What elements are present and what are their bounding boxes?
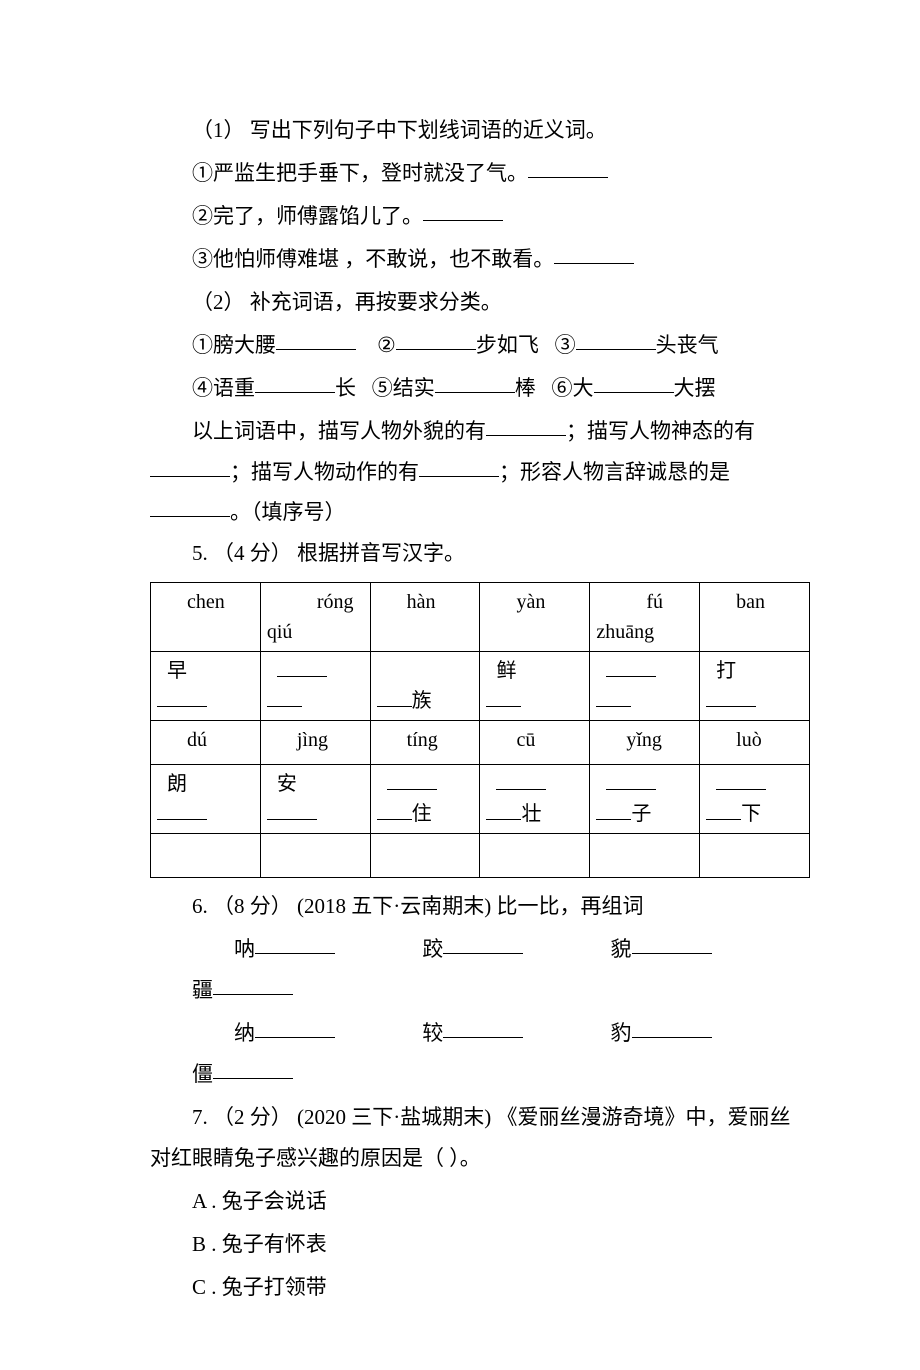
- q2-i2-post: 步如飞: [476, 333, 539, 357]
- pinyin-cell: ban: [700, 583, 810, 652]
- answer-blank[interactable]: [419, 453, 499, 476]
- answer-blank[interactable]: [213, 1056, 293, 1079]
- answer-blank[interactable]: [554, 241, 634, 264]
- table-row: [151, 834, 810, 878]
- q2-i4-post: 长: [335, 376, 356, 400]
- answer-blank[interactable]: [632, 931, 712, 954]
- q6-char: 貌: [611, 937, 632, 961]
- q6-char: 呐: [234, 937, 255, 961]
- pinyin-cell: luò: [700, 721, 810, 765]
- char-cell[interactable]: 子: [590, 765, 700, 834]
- q7-option-a[interactable]: A . 兔子会说话: [150, 1181, 810, 1222]
- table-row: 朗 安 住 壮 子 下: [151, 765, 810, 834]
- char-cell[interactable]: [590, 652, 700, 721]
- pinyin-table: chen róng qiú hàn yàn fú zhuāng ban 早 族 …: [150, 582, 810, 878]
- empty-cell: [151, 834, 261, 878]
- answer-blank[interactable]: [255, 1015, 335, 1038]
- q1-item-3-text: ③他怕师傅难堪 ，不敢说，也不敢看。: [192, 247, 554, 271]
- pinyin-cell: cū: [480, 721, 590, 765]
- pinyin-cell: yǐng: [590, 721, 700, 765]
- char-cell[interactable]: 鲜: [480, 652, 590, 721]
- answer-blank[interactable]: [528, 155, 608, 178]
- answer-blank[interactable]: [213, 972, 293, 995]
- q1-item-3: ③他怕师傅难堪 ，不敢说，也不敢看。: [150, 239, 810, 280]
- q1-item-2: ②完了，师傅露馅儿了。: [150, 196, 810, 237]
- q2-summary-1a: 以上词语中，描写人物外貌的有: [192, 419, 486, 443]
- answer-blank[interactable]: [632, 1015, 712, 1038]
- empty-cell: [370, 834, 480, 878]
- q2-row2: ④语重 长 ⑤结实 棒 ⑥大 大摆: [150, 368, 810, 409]
- answer-blank[interactable]: [276, 327, 356, 350]
- q6-char: 纳: [234, 1021, 255, 1045]
- q2-i4-pre: ④语重: [192, 376, 255, 400]
- q2-summary: 以上词语中，描写人物外貌的有 ；描写人物神态的有 ；描写人物动作的有 ；形容人物言辞…: [150, 411, 810, 534]
- q2-i1-pre: ①膀大腰: [192, 333, 276, 357]
- answer-blank[interactable]: [594, 370, 674, 393]
- empty-cell: [590, 834, 700, 878]
- answer-blank[interactable]: [255, 370, 335, 393]
- q2-summary-2b: ；形容人物言辞诚恳的是: [499, 460, 730, 484]
- q2-i6-post: 大摆: [674, 376, 716, 400]
- empty-cell: [700, 834, 810, 878]
- table-row: 早 族 鲜 打: [151, 652, 810, 721]
- empty-cell: [260, 834, 370, 878]
- pinyin-cell: róng qiú: [260, 583, 370, 652]
- q7-heading: 7. （2 分） (2020 三下·盐城期末) 《爱丽丝漫游奇境》中，爱丽丝对红…: [150, 1097, 810, 1179]
- q1-item-1: ①严监生把手垂下，登时就没了气。: [150, 153, 810, 194]
- q1-prompt: （1） 写出下列句子中下划线词语的近义词。: [150, 110, 810, 151]
- char-cell[interactable]: 壮: [480, 765, 590, 834]
- q6-char: 豹: [611, 1021, 632, 1045]
- pinyin-cell: tíng: [370, 721, 480, 765]
- answer-blank[interactable]: [443, 1015, 523, 1038]
- q6-row1: 呐 跤 貌 疆: [150, 929, 810, 1011]
- q6-row2: 纳 较 豹 僵: [150, 1013, 810, 1095]
- answer-blank[interactable]: [255, 931, 335, 954]
- char-cell[interactable]: 早: [151, 652, 261, 721]
- q7-option-b[interactable]: B . 兔子有怀表: [150, 1224, 810, 1265]
- q1-item-2-text: ②完了，师傅露馅儿了。: [192, 204, 423, 228]
- answer-blank[interactable]: [423, 198, 503, 221]
- q2-i5-post: 棒: [515, 376, 536, 400]
- q2-i6-pre: ⑥大: [552, 376, 594, 400]
- pinyin-cell: hàn: [370, 583, 480, 652]
- q2-i5-pre: ⑤结实: [372, 376, 435, 400]
- q2-i2-pre: ②: [377, 333, 396, 357]
- answer-blank[interactable]: [150, 453, 230, 476]
- q6-char: 跤: [422, 937, 443, 961]
- pinyin-cell: fú zhuāng: [590, 583, 700, 652]
- char-cell[interactable]: 打: [700, 652, 810, 721]
- q6-char: 僵: [192, 1062, 213, 1086]
- q6-char: 较: [422, 1021, 443, 1045]
- answer-blank[interactable]: [486, 412, 566, 435]
- pinyin-cell: jìng: [260, 721, 370, 765]
- answer-blank[interactable]: [396, 327, 476, 350]
- pinyin-cell: chen: [151, 583, 261, 652]
- pinyin-cell: yàn: [480, 583, 590, 652]
- table-row: chen róng qiú hàn yàn fú zhuāng ban: [151, 583, 810, 652]
- q2-summary-2a: ；描写人物动作的有: [230, 460, 419, 484]
- answer-blank[interactable]: [435, 370, 515, 393]
- char-cell[interactable]: 朗: [151, 765, 261, 834]
- char-cell[interactable]: 下: [700, 765, 810, 834]
- answer-blank[interactable]: [576, 327, 656, 350]
- q2-summary-3: 。（填序号）: [230, 500, 346, 524]
- answer-blank[interactable]: [150, 494, 230, 517]
- q2-summary-1b: ；描写人物神态的有: [566, 419, 755, 443]
- q2-i3-post: 头丧气: [656, 333, 719, 357]
- char-cell[interactable]: 安: [260, 765, 370, 834]
- q6-char: 疆: [192, 978, 213, 1002]
- q5-heading: 5. （4 分） 根据拼音写汉字。: [150, 533, 810, 574]
- table-row: dú jìng tíng cū yǐng luò: [151, 721, 810, 765]
- answer-blank[interactable]: [443, 931, 523, 954]
- pinyin-cell: dú: [151, 721, 261, 765]
- q1-item-1-text: ①严监生把手垂下，登时就没了气。: [192, 161, 528, 185]
- q6-heading: 6. （8 分） (2018 五下·云南期末) 比一比，再组词: [150, 886, 810, 927]
- q2-row1: ①膀大腰 ② 步如飞 ③ 头丧气: [150, 325, 810, 366]
- empty-cell: [480, 834, 590, 878]
- q2-prompt: （2） 补充词语，再按要求分类。: [150, 282, 810, 323]
- q2-i3-pre: ③: [555, 333, 576, 357]
- char-cell[interactable]: 住: [370, 765, 480, 834]
- char-cell[interactable]: 族: [370, 652, 480, 721]
- char-cell[interactable]: [260, 652, 370, 721]
